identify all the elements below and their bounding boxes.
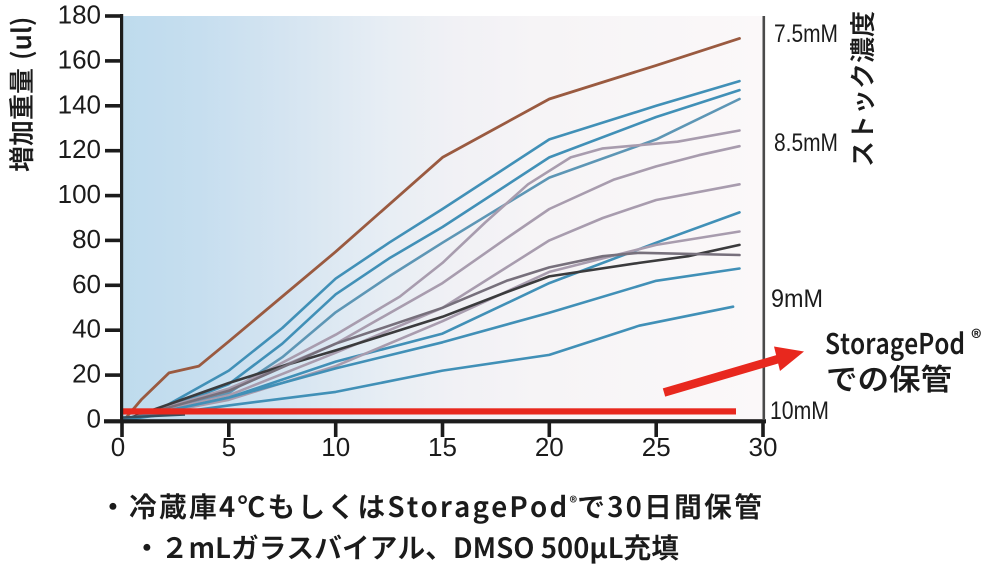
svg-text:15: 15 bbox=[428, 432, 457, 462]
svg-text:140: 140 bbox=[58, 89, 101, 119]
svg-text:100: 100 bbox=[58, 179, 101, 209]
svg-text:0: 0 bbox=[87, 404, 101, 434]
svg-text:60: 60 bbox=[72, 269, 101, 299]
svg-text:0: 0 bbox=[111, 432, 125, 462]
svg-text:9mM: 9mM bbox=[771, 285, 823, 313]
svg-text:5: 5 bbox=[222, 432, 236, 462]
svg-text:20: 20 bbox=[535, 432, 564, 462]
svg-text:80: 80 bbox=[72, 224, 101, 254]
svg-text:40: 40 bbox=[72, 314, 101, 344]
svg-text:8.5mM: 8.5mM bbox=[774, 129, 838, 157]
svg-text:30: 30 bbox=[749, 432, 778, 462]
svg-text:160: 160 bbox=[58, 44, 101, 74]
svg-text:20: 20 bbox=[72, 359, 101, 389]
svg-text:10: 10 bbox=[321, 432, 350, 462]
svg-text:120: 120 bbox=[58, 134, 101, 164]
svg-text:180: 180 bbox=[58, 0, 101, 30]
svg-text:7.5mM: 7.5mM bbox=[774, 20, 838, 48]
svg-text:25: 25 bbox=[642, 432, 671, 462]
svg-text:10mM: 10mM bbox=[770, 397, 829, 425]
